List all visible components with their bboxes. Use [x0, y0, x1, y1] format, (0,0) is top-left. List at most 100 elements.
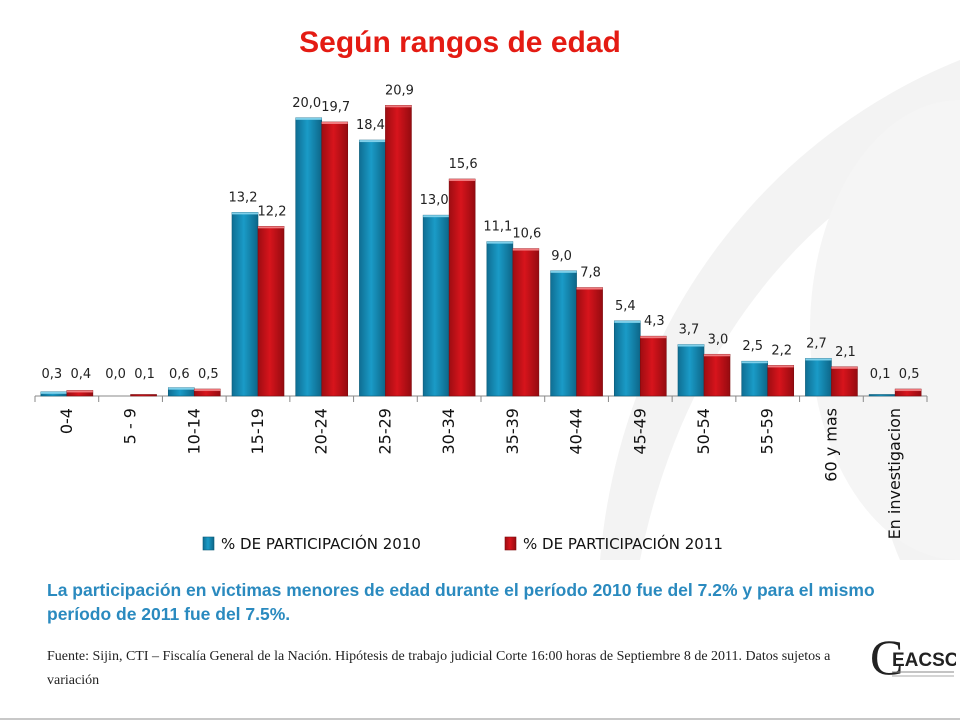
bar-2011	[703, 353, 731, 397]
bottom-rule	[0, 718, 960, 720]
bar-2010	[295, 117, 323, 397]
legend-label-2010: % DE PARTICIPACIÓN 2010	[221, 534, 421, 553]
x-tick-label: 0-4	[57, 408, 76, 434]
data-label: 0,4	[71, 367, 92, 382]
bar-top-highlight	[741, 361, 768, 364]
data-label: 2,1	[835, 345, 856, 360]
bar-2010	[613, 320, 641, 397]
data-label: 3,7	[679, 323, 700, 338]
x-tick-label: 5 - 9	[121, 408, 140, 444]
bar-top-highlight	[194, 389, 221, 392]
bar-2011	[130, 394, 157, 397]
data-label: 0,1	[870, 367, 891, 382]
logo-text: EACSC	[892, 650, 956, 671]
x-tick-label: 40-44	[567, 408, 586, 455]
data-label: 20,9	[385, 83, 414, 98]
bar-top-highlight	[576, 287, 603, 290]
bar-2010	[550, 270, 577, 397]
data-label: 2,5	[742, 339, 763, 354]
bar-top-highlight	[512, 248, 539, 251]
bar-2010	[231, 212, 259, 397]
bar-top-highlight	[805, 358, 832, 361]
bar-2010	[805, 358, 832, 397]
bar-top-highlight	[640, 336, 667, 339]
source-note: Fuente: Sijin, CTI – Fiscalía General de…	[47, 649, 831, 688]
bar-top-highlight	[678, 344, 704, 347]
bar-2011	[512, 248, 540, 397]
data-label: 0,0	[105, 367, 126, 382]
data-label: 0,3	[42, 367, 63, 382]
data-label: 2,7	[806, 336, 827, 351]
summary-text: La participación en victimas menores de …	[47, 580, 875, 624]
bar-2010	[486, 241, 514, 397]
data-label: 18,4	[356, 118, 385, 133]
bar-2011	[448, 178, 476, 397]
bar-top-highlight	[767, 365, 794, 368]
x-tick-label: En investigacion	[885, 408, 904, 539]
bar-chart: 0,3 0,4 0-4 0,0 0,1 5 - 9 0,6 0,5 10-14 13,212,2 1…	[34, 83, 928, 553]
x-tick-label: 20-24	[312, 408, 331, 455]
bar-2010	[359, 139, 386, 397]
data-label: 9,0	[551, 249, 572, 264]
legend-swatch-2011	[504, 536, 517, 551]
data-label: 0,1	[134, 367, 155, 382]
x-tick-label: 30-34	[439, 408, 458, 455]
x-tick-label: 60 y mas	[821, 408, 840, 482]
data-label: 4,3	[644, 314, 665, 329]
bar-top-highlight	[168, 387, 195, 390]
bar-top-highlight	[359, 140, 386, 143]
eacsc-logo: C EACSC	[868, 628, 956, 690]
data-label: 7,8	[580, 266, 601, 281]
bar-2010	[422, 214, 450, 397]
x-tick-label: 45-49	[630, 408, 649, 455]
bar-top-highlight	[704, 354, 730, 357]
legend-swatch-2010	[202, 536, 215, 551]
x-tick-label: 10-14	[184, 408, 203, 455]
bar-top-highlight	[550, 270, 577, 273]
bar-top-highlight	[232, 212, 258, 215]
data-label: 13,0	[420, 193, 449, 208]
data-label: 20,0	[292, 96, 321, 111]
x-tick-label: 15-19	[248, 408, 267, 455]
bar-2010	[741, 360, 769, 397]
legend-label-2011: % DE PARTICIPACIÓN 2011	[523, 534, 723, 553]
bar-2011	[257, 226, 285, 397]
bar-2011	[831, 366, 858, 397]
bar-top-highlight	[295, 117, 322, 120]
data-label: 0,6	[169, 367, 190, 382]
bar-2011	[576, 287, 603, 397]
data-label: 19,7	[321, 100, 350, 115]
bar-top-highlight	[831, 366, 858, 369]
data-label: 12,2	[258, 204, 287, 219]
bar-2010	[677, 344, 705, 397]
bar-top-highlight	[321, 121, 348, 124]
bar-2011	[385, 105, 412, 397]
bar-2011	[767, 365, 795, 397]
x-tick-label: 25-29	[375, 408, 394, 455]
x-tick-label: 35-39	[503, 408, 522, 455]
chart-title: Según rangos de edad	[299, 26, 621, 59]
bar-2011	[321, 121, 349, 397]
bar-top-highlight	[486, 241, 513, 244]
data-label: 0,5	[198, 367, 219, 382]
bar-top-highlight	[423, 215, 450, 218]
bar-top-highlight	[40, 391, 67, 394]
bar-top-highlight	[614, 320, 641, 323]
data-label: 11,1	[483, 220, 512, 235]
data-label: 5,4	[615, 299, 636, 314]
x-tick-label: 50-54	[694, 408, 713, 455]
bar-top-highlight	[258, 226, 284, 229]
data-label: 15,6	[449, 157, 478, 172]
x-tick-label: 55-59	[758, 408, 777, 455]
bar-top-highlight	[66, 390, 93, 393]
bar-2011	[639, 335, 667, 397]
data-label: 0,5	[899, 367, 920, 382]
data-label: 13,2	[229, 190, 258, 205]
data-label: 2,2	[771, 343, 792, 358]
data-label: 10,6	[512, 227, 541, 242]
data-label: 3,0	[708, 332, 729, 347]
bar-top-highlight	[385, 105, 412, 108]
bar-2010	[868, 394, 896, 397]
bar-top-highlight	[895, 389, 922, 392]
